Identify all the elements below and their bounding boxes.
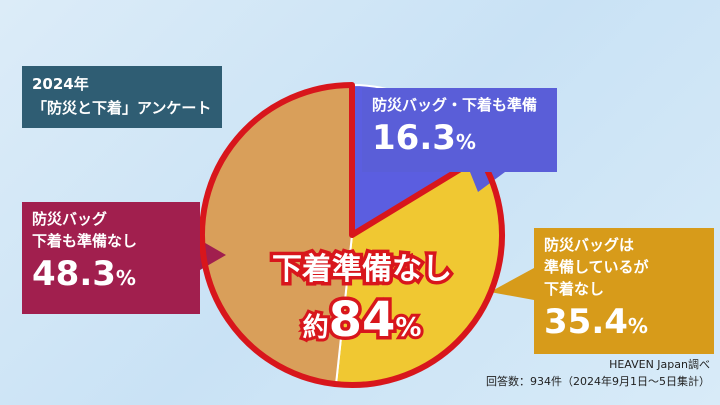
callout-label: 下着も準備なし xyxy=(32,232,138,250)
callout-no-bag-no-underwear: 防災バッグ 下着も準備なし 48.3% xyxy=(22,202,200,314)
highlight-prefix: 約 xyxy=(300,310,332,346)
chart-title-line2: 「防災と下着」アンケート xyxy=(32,99,212,117)
callout-label: 防災バッグ・下着も準備 xyxy=(372,96,538,114)
callout-pointer-blue xyxy=(470,172,505,192)
callout-pointer-gold xyxy=(490,268,534,300)
callout-label: 下着なし xyxy=(544,280,605,298)
callout-label: 防災バッグは xyxy=(544,236,635,254)
callout-value: 35.4% xyxy=(544,302,648,342)
highlight-value-row: 約84% xyxy=(262,289,462,352)
chart-title-line1: 2024年 xyxy=(32,75,89,93)
highlight-value: 84 xyxy=(325,289,399,352)
callout-value: 48.3% xyxy=(32,254,136,294)
callout-value: 16.3% xyxy=(372,118,476,158)
highlight-outline xyxy=(199,82,505,388)
highlight-label: 下着準備なし xyxy=(269,249,456,291)
callout-label: 防災バッグ xyxy=(32,210,108,228)
source-line2: 回答数：934件（2024年9月1日〜5日集計） xyxy=(486,375,710,388)
callout-bag-and-underwear: 防災バッグ・下着も準備 16.3% xyxy=(362,88,557,172)
highlight-unit: % xyxy=(392,310,424,346)
highlight-text: 下着準備なし 約84% xyxy=(262,249,462,352)
callout-bag-no-underwear: 防災バッグは 準備しているが 下着なし 35.4% xyxy=(534,228,714,354)
source-line1: HEAVEN Japan調べ xyxy=(609,358,710,371)
chart-title: 2024年 「防災と下着」アンケート xyxy=(22,66,222,128)
callout-label: 準備しているが xyxy=(544,258,649,276)
source-note: HEAVEN Japan調べ 回答数：934件（2024年9月1日〜5日集計） xyxy=(486,356,710,390)
